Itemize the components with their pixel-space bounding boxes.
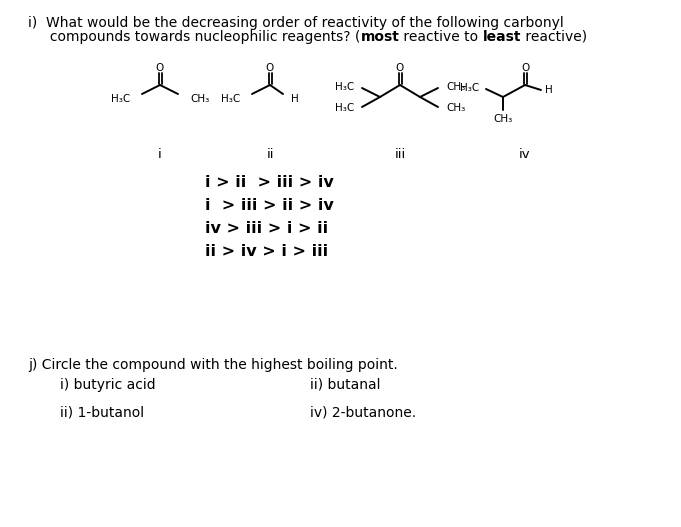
Text: most: most <box>360 30 399 44</box>
Text: ii: ii <box>266 148 274 161</box>
Text: H₃C: H₃C <box>111 94 130 104</box>
Text: i: i <box>158 148 162 161</box>
Text: H: H <box>545 85 553 95</box>
Text: iv) 2-butanone.: iv) 2-butanone. <box>310 405 416 419</box>
Text: CH₃: CH₃ <box>446 103 465 113</box>
Text: i)  What would be the decreasing order of reactivity of the following carbonyl: i) What would be the decreasing order of… <box>28 16 564 30</box>
Text: compounds towards nucleophilic reagents? (: compounds towards nucleophilic reagents?… <box>28 30 360 44</box>
Text: H₃C: H₃C <box>460 83 479 93</box>
Text: CH₃: CH₃ <box>493 114 513 124</box>
Text: O: O <box>266 63 274 73</box>
Text: H₃C: H₃C <box>335 82 354 92</box>
Text: reactive to: reactive to <box>399 30 483 44</box>
Text: iii: iii <box>394 148 406 161</box>
Text: O: O <box>396 63 404 73</box>
Text: i  > iii > ii > iv: i > iii > ii > iv <box>205 198 334 213</box>
Text: H: H <box>291 94 299 104</box>
Text: CH₃: CH₃ <box>446 82 465 92</box>
Text: j) Circle the compound with the highest boiling point.: j) Circle the compound with the highest … <box>28 358 398 372</box>
Text: O: O <box>521 63 529 73</box>
Text: H₃C: H₃C <box>221 94 240 104</box>
Text: reactive): reactive) <box>521 30 588 44</box>
Text: iv: iv <box>519 148 530 161</box>
Text: O: O <box>156 63 164 73</box>
Text: i) butyric acid: i) butyric acid <box>60 378 156 392</box>
Text: ii) 1-butanol: ii) 1-butanol <box>60 405 144 419</box>
Text: ii > iv > i > iii: ii > iv > i > iii <box>205 244 328 259</box>
Text: least: least <box>483 30 521 44</box>
Text: CH₃: CH₃ <box>190 94 209 104</box>
Text: iv > iii > i > ii: iv > iii > i > ii <box>205 221 328 236</box>
Text: ii) butanal: ii) butanal <box>310 378 381 392</box>
Text: i > ii  > iii > iv: i > ii > iii > iv <box>205 175 334 190</box>
Text: H₃C: H₃C <box>335 103 354 113</box>
